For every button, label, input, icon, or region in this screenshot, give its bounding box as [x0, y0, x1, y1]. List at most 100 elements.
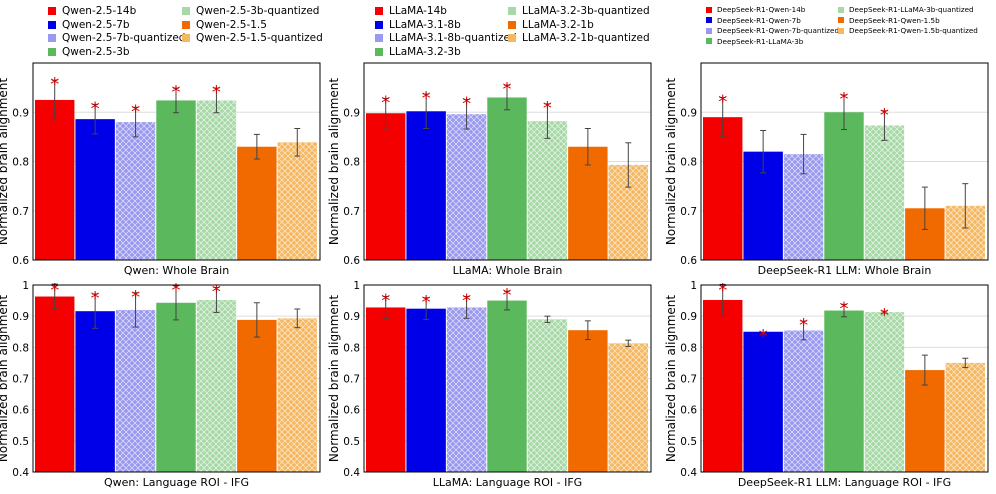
significance-star: *	[212, 281, 221, 302]
legend-swatch	[375, 47, 383, 56]
legend-entry: Qwen-2.5-1.5	[182, 19, 267, 31]
bar-qwen-2-5-1-5-quantized	[277, 142, 317, 260]
legend-label: Qwen-2.5-3b-quantized	[196, 5, 320, 17]
significance-star: *	[503, 285, 512, 306]
significance-star: *	[172, 82, 181, 103]
legend-label: DeepSeek-R1-LLaMA-3b	[717, 36, 804, 46]
legend-entry: Qwen-2.5-7b	[48, 19, 130, 31]
bar-qwen-2-5-1-5	[237, 319, 277, 472]
plot-frame	[700, 284, 989, 473]
legend-entry: DeepSeek-R1-Qwen-14b	[706, 5, 805, 14]
significance-star: *	[462, 291, 471, 312]
y-tick-label: 0.7	[343, 206, 360, 218]
legend-entry: DeepSeek-R1-Qwen-7b	[706, 16, 801, 25]
bar-llama-3-2-1b	[568, 330, 608, 472]
legend-label: DeepSeek-R1-Qwen-7b	[717, 15, 801, 25]
bar-deepseek-r1-qwen-7b-quantized	[783, 330, 824, 472]
legend-entry: LLaMA-14b	[375, 5, 447, 17]
legend-label: LLaMA-3.1-8b-quantized	[389, 32, 517, 44]
y-tick-label: 0.7	[680, 206, 697, 218]
y-tick-label: 0.4	[343, 467, 360, 479]
legend-entry: LLaMA-3.2-3b	[375, 46, 461, 58]
y-tick-label: 0.7	[12, 206, 29, 218]
y-tick-label: 0.9	[343, 107, 360, 119]
bar-qwen-2-5-14b	[35, 99, 75, 260]
bar-llama-3-2-3b	[487, 97, 527, 260]
bar-qwen-2-5-3b-quantized	[196, 100, 237, 261]
legend-entry: DeepSeek-R1-Qwen-7b-quantized	[706, 26, 839, 35]
bar-qwen-2-5-7b	[75, 119, 115, 261]
y-tick-label: 0.7	[12, 374, 29, 386]
legend-label: LLaMA-14b	[389, 5, 447, 17]
legend-label: LLaMA-3.2-1b	[522, 18, 594, 31]
legend-label: Qwen-2.5-7b	[62, 18, 130, 31]
bar-llama-3-1-8b	[406, 308, 446, 472]
y-tick-label: 0.9	[12, 311, 29, 323]
legend-entry: Qwen-2.5-3b	[48, 46, 130, 58]
y-tick-label: 0.8	[12, 342, 29, 354]
legend-label: Qwen-2.5-7b-quantized	[62, 32, 186, 44]
y-tick-label: 0.7	[343, 374, 360, 386]
significance-star: *	[381, 92, 390, 113]
legend-label: Qwen-2.5-3b	[62, 45, 130, 58]
legend-swatch	[838, 6, 844, 13]
legend-entry: Qwen-2.5-14b	[48, 5, 136, 17]
bar-qwen-2-5-3b	[156, 100, 196, 261]
legend-label: LLaMA-3.2-3b-quantized	[522, 5, 650, 17]
legend-entry: Qwen-2.5-7b-quantized	[48, 32, 185, 44]
legend-swatch	[182, 20, 190, 29]
legend-swatch	[182, 7, 190, 15]
y-tick-label: 0.9	[343, 311, 360, 323]
significance-star: *	[131, 287, 140, 308]
bar-deepseek-r1-qwen-14b	[703, 117, 743, 260]
bar-qwen-2-5-7b-quantized	[115, 122, 156, 260]
significance-star: *	[131, 101, 140, 122]
legend-swatch	[375, 20, 383, 29]
bar-qwen-2-5-3b-quantized	[196, 299, 237, 472]
significance-star: *	[840, 89, 849, 110]
legend-swatch	[375, 34, 383, 42]
significance-star: *	[503, 79, 512, 100]
bar-deepseek-r1-qwen-14b	[703, 299, 743, 472]
y-tick-label: 0.4	[12, 467, 29, 479]
y-tick-label: 0.9	[680, 311, 697, 323]
significance-star: *	[718, 91, 727, 112]
bar-llama-3-2-3b	[487, 300, 527, 472]
legend-swatch	[48, 7, 56, 15]
y-tick-label: 0.6	[343, 255, 360, 267]
legend-label: DeepSeek-R1-LLaMA-3b-quantized	[849, 5, 974, 14]
significance-star: *	[172, 280, 181, 301]
legend-entry: LLaMA-3.1-8b-quantized	[375, 32, 517, 44]
panel-title: Qwen: Language ROI - IFG	[104, 476, 249, 489]
chart-panel: 0.4 0.5 0.6 0.7 0.8 0.9 1 * * * * * DeepSeek-R1 LLM:…	[664, 280, 989, 489]
y-tick-label: 0.8	[343, 342, 360, 354]
panel-title: LLaMA: Whole Brain	[453, 264, 563, 277]
y-tick-label: 0.6	[12, 405, 29, 417]
y-tick-label: 0.6	[343, 405, 360, 417]
legend-entry: DeepSeek-R1-LLaMA-3b-quantized	[838, 5, 974, 14]
significance-star: *	[212, 82, 221, 103]
significance-star: *	[91, 98, 100, 119]
y-tick-label: 0.5	[12, 436, 29, 448]
bar-qwen-2-5-14b	[35, 296, 75, 472]
legend-entry: DeepSeek-R1-Qwen-1.5b-quantized	[838, 26, 978, 35]
plot-frame	[700, 62, 989, 261]
significance-star: *	[381, 291, 390, 312]
legend-label: LLaMA-3.2-3b	[389, 45, 461, 58]
bar-qwen-2-5-7b-quantized	[115, 309, 156, 472]
bar-qwen-2-5-3b	[156, 302, 196, 472]
legend-label: DeepSeek-R1-Qwen-1.5b-quantized	[849, 26, 978, 35]
y-tick-label: 0.8	[680, 342, 697, 354]
significance-star: *	[718, 280, 727, 301]
significance-star: *	[462, 93, 471, 114]
plot-frame	[32, 284, 321, 473]
significance-star: *	[799, 315, 808, 336]
bar-qwen-2-5-1-5-quantized	[277, 318, 317, 472]
plot-frame	[32, 62, 321, 261]
y-axis-label: Normalized brain alignment	[327, 295, 341, 462]
legend-area: Qwen-2.5-14b Qwen-2.5-7b Qwen-2.5-7b-quant…	[0, 0, 996, 60]
y-tick-label: 0.8	[680, 157, 697, 169]
significance-star: *	[50, 280, 59, 301]
bar-llama-3-2-3b-quantized	[527, 121, 568, 261]
